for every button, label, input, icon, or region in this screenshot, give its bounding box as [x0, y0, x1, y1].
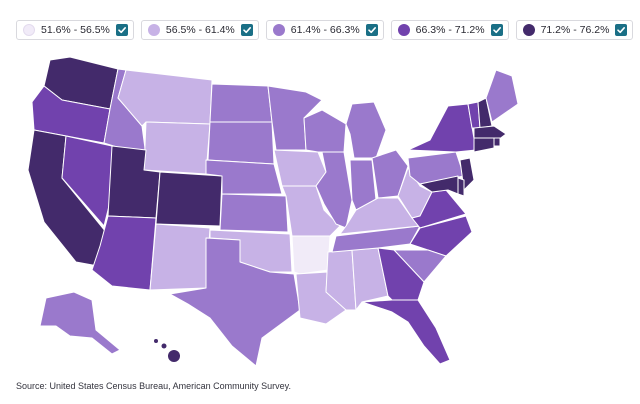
state-colorado[interactable] [155, 171, 223, 227]
legend-item-3[interactable]: 61.4% - 66.3% [265, 20, 384, 40]
state-alaska[interactable] [39, 291, 121, 355]
legend-item-4[interactable]: 66.3% - 71.2% [390, 20, 509, 40]
state-south-dakota[interactable] [207, 121, 275, 165]
state-kentucky[interactable] [339, 197, 421, 235]
legend: 51.6% - 56.5% 56.5% - 61.4% 61.4% - 66.3… [16, 20, 634, 40]
state-rhode-island[interactable] [493, 137, 501, 147]
legend-swatch-2 [147, 24, 160, 36]
source-note: Source: United States Census Bureau, Ame… [16, 381, 291, 391]
state-arizona[interactable] [91, 215, 157, 291]
state-new-mexico[interactable] [149, 223, 211, 291]
legend-swatch-1 [23, 24, 35, 36]
state-north-dakota[interactable] [209, 83, 273, 123]
legend-label-3: 61.4% - 66.3% [290, 24, 360, 36]
state-maine[interactable] [485, 69, 519, 123]
legend-swatch-3 [272, 24, 285, 36]
state-kansas[interactable] [219, 193, 289, 233]
legend-swatch-4 [397, 24, 410, 36]
state-hawaii[interactable] [168, 350, 180, 362]
state-new-york[interactable] [407, 103, 477, 153]
state-delaware[interactable] [457, 177, 465, 197]
checkbox-checked-icon[interactable] [240, 24, 253, 36]
state-connecticut[interactable] [473, 137, 495, 153]
checkbox-checked-icon[interactable] [490, 24, 503, 36]
legend-item-1[interactable]: 51.6% - 56.5% [16, 20, 134, 40]
state-hawaii-island [161, 343, 167, 349]
legend-label-1: 51.6% - 56.5% [41, 24, 110, 36]
state-maryland[interactable] [419, 175, 459, 195]
state-iowa[interactable] [273, 149, 327, 187]
state-michigan[interactable] [345, 101, 387, 159]
legend-label-5: 71.2% - 76.2% [540, 24, 610, 36]
state-florida[interactable] [361, 299, 451, 365]
legend-item-5[interactable]: 71.2% - 76.2% [515, 20, 634, 40]
state-hawaii-island [154, 339, 158, 343]
state-wyoming[interactable] [143, 121, 211, 175]
legend-item-2[interactable]: 56.5% - 61.4% [140, 20, 259, 40]
state-wisconsin[interactable] [303, 109, 347, 153]
state-massachusetts[interactable] [473, 125, 507, 141]
state-arkansas[interactable] [291, 235, 331, 275]
legend-swatch-5 [522, 24, 535, 36]
checkbox-checked-icon[interactable] [365, 24, 378, 36]
state-texas[interactable] [169, 237, 301, 367]
state-illinois[interactable] [315, 151, 353, 229]
checkbox-checked-icon[interactable] [615, 24, 628, 36]
legend-label-4: 66.3% - 71.2% [415, 24, 485, 36]
legend-label-2: 56.5% - 61.4% [165, 24, 235, 36]
checkbox-checked-icon[interactable] [115, 24, 128, 36]
